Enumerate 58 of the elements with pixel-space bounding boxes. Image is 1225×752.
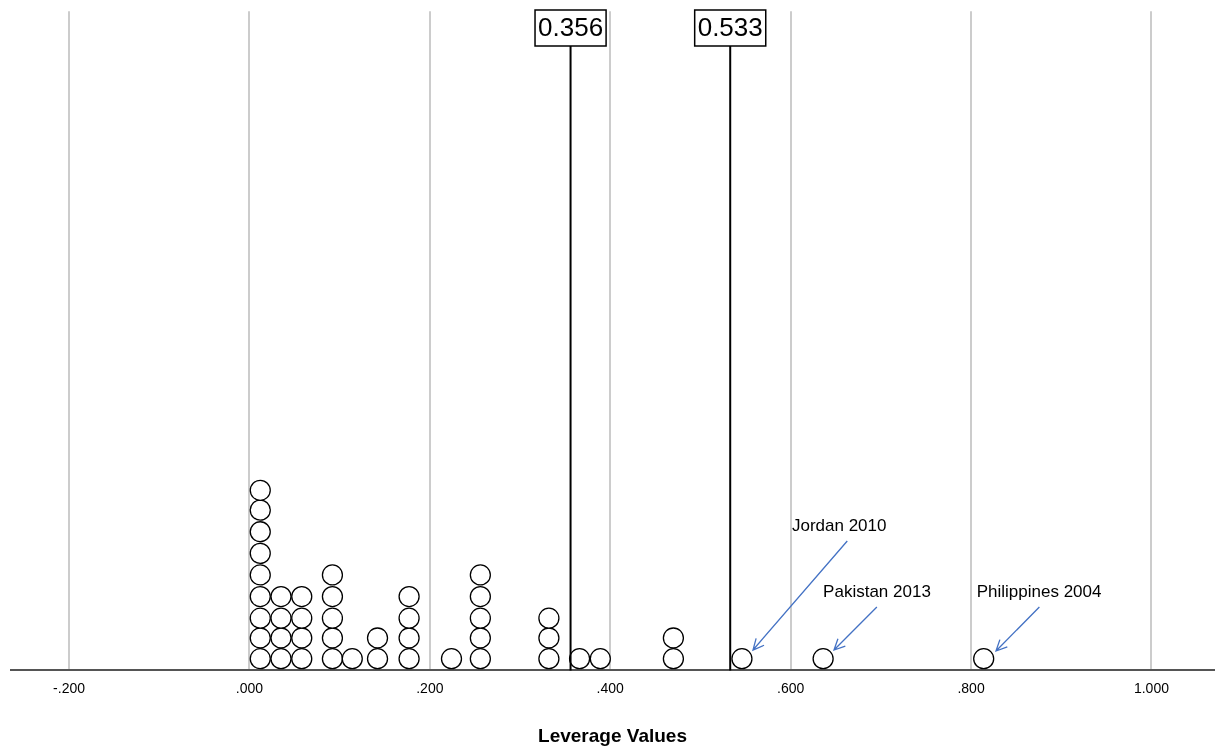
point — [662, 627, 685, 649]
point — [469, 607, 491, 629]
x-axis-title: Leverage Values — [538, 724, 687, 746]
x-tick-label: .000 — [235, 679, 264, 696]
point — [973, 648, 995, 670]
point — [469, 648, 491, 670]
x-tick-label: .400 — [596, 679, 625, 696]
point — [538, 648, 560, 670]
point — [249, 521, 271, 543]
point — [249, 648, 271, 670]
point — [270, 648, 292, 670]
ref-line-label: 0.533 — [697, 12, 763, 43]
x-tick-label: .800 — [957, 679, 985, 696]
point — [366, 627, 389, 649]
point — [589, 648, 611, 670]
annotation: Philippines 2004 — [976, 581, 1102, 601]
point — [321, 564, 344, 586]
point — [291, 627, 313, 649]
point — [249, 542, 271, 564]
point — [249, 564, 271, 586]
point — [291, 607, 313, 629]
point — [398, 607, 420, 629]
point — [321, 585, 344, 608]
point — [538, 627, 560, 649]
point — [812, 648, 834, 670]
point — [731, 648, 753, 670]
point — [291, 585, 313, 608]
ref-line-label: 0.356 — [538, 12, 604, 43]
point — [366, 648, 389, 670]
point — [538, 607, 560, 629]
point — [662, 648, 685, 670]
point — [469, 564, 491, 586]
point — [321, 627, 344, 649]
annotation: Pakistan 2013 — [823, 581, 931, 601]
x-tick-label: -.200 — [53, 679, 86, 696]
point — [321, 648, 344, 670]
point — [270, 585, 292, 608]
point — [398, 648, 420, 670]
point — [291, 648, 313, 670]
point — [249, 627, 271, 649]
annotation: Jordan 2010 — [791, 515, 887, 535]
point — [249, 585, 271, 608]
point — [270, 607, 292, 629]
point — [440, 648, 463, 670]
point — [568, 648, 591, 670]
point — [249, 499, 271, 521]
point — [249, 607, 271, 629]
point — [249, 479, 271, 501]
point — [270, 627, 292, 649]
x-tick-label: 1.000 — [1133, 679, 1170, 696]
point — [321, 607, 344, 629]
point — [398, 585, 420, 608]
x-tick-label: .200 — [416, 679, 444, 696]
x-tick-label: .600 — [777, 679, 805, 696]
point — [398, 627, 420, 649]
point — [341, 648, 363, 670]
point — [469, 627, 491, 649]
point — [469, 585, 491, 608]
